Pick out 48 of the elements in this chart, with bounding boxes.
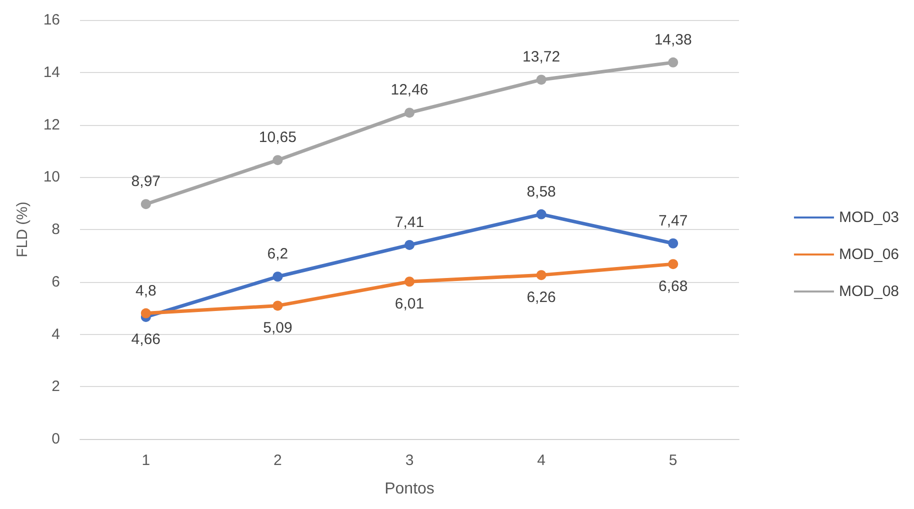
data-label: 6,2 — [267, 246, 288, 263]
x-tick-label: 2 — [274, 452, 282, 469]
data-label: 14,38 — [654, 31, 692, 48]
point — [536, 270, 546, 280]
y-tick-label: 6 — [52, 273, 60, 290]
data-label: 8,58 — [526, 183, 556, 200]
point — [140, 308, 151, 318]
point — [668, 238, 678, 248]
y-axis-title: FLD (%) — [14, 202, 31, 258]
data-label: 6,26 — [526, 289, 556, 306]
legend-label: MOD_06 — [838, 246, 900, 263]
point — [272, 155, 283, 166]
point — [668, 57, 678, 68]
point — [404, 240, 414, 250]
x-axis-title: Pontos — [384, 480, 434, 498]
data-label: 4,8 — [135, 282, 156, 300]
y-tick-label: 14 — [43, 64, 60, 81]
point — [404, 108, 414, 118]
y-tick-label: 2 — [52, 378, 60, 396]
point — [536, 209, 546, 220]
data-label: 7,47 — [658, 212, 688, 230]
y-tick-label: 16 — [43, 12, 60, 28]
legend-label: MOD_03 — [838, 209, 900, 226]
legend-label: MOD_08 — [838, 283, 900, 300]
data-label: 6,68 — [658, 278, 688, 296]
point — [668, 259, 678, 270]
data-label: 13,72 — [522, 48, 560, 66]
data-label: 4,66 — [131, 330, 160, 348]
data-label: 6,01 — [394, 296, 424, 313]
x-tick-label: 1 — [142, 452, 150, 469]
x-tick-label: 3 — [405, 452, 414, 469]
point — [404, 276, 414, 287]
point — [140, 199, 151, 210]
data-label: 5,09 — [263, 320, 292, 337]
x-tick-label: 5 — [668, 452, 678, 469]
y-tick-label: 10 — [43, 168, 60, 186]
y-tick-label: 12 — [43, 116, 60, 134]
data-label: 10,65 — [258, 129, 296, 146]
x-tick-label: 4 — [537, 452, 546, 469]
point — [536, 74, 546, 85]
data-label: 8,97 — [131, 173, 160, 190]
y-tick-label: 4 — [52, 326, 60, 343]
y-tick-label: 0 — [52, 430, 60, 448]
point — [272, 272, 283, 282]
data-label: 12,46 — [390, 82, 428, 99]
point — [272, 300, 283, 311]
y-tick-label: 8 — [52, 221, 60, 238]
data-label: 7,41 — [394, 214, 424, 231]
